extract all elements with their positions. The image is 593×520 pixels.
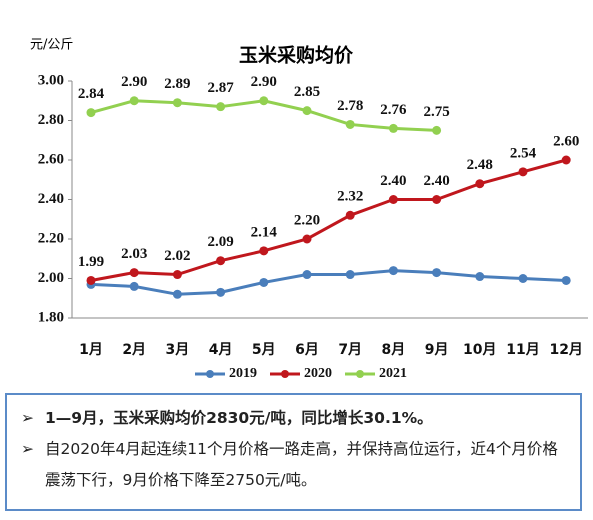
notes-box: ➢ 1—9月，玉米采购均价2830元/吨，同比增长30.1%。 ➢ 自2020年4月… bbox=[5, 393, 582, 511]
point bbox=[86, 108, 96, 118]
point bbox=[216, 256, 226, 266]
point bbox=[172, 289, 182, 299]
point bbox=[561, 155, 571, 165]
point bbox=[475, 179, 485, 189]
x-tick-label: 6月 bbox=[295, 342, 319, 358]
y-unit: 元/公斤 bbox=[30, 38, 73, 53]
data-label: 2.75 bbox=[423, 104, 449, 120]
data-label: 2.76 bbox=[380, 102, 407, 118]
point bbox=[302, 270, 312, 280]
series-line bbox=[90, 158, 567, 282]
point bbox=[432, 268, 442, 278]
x-tick-label: 5月 bbox=[252, 342, 276, 358]
data-label: 2.09 bbox=[207, 234, 233, 250]
data-label: 2.90 bbox=[251, 74, 277, 90]
x-tick-label: 9月 bbox=[425, 342, 449, 358]
data-label: 2.32 bbox=[337, 189, 363, 205]
legend-marker bbox=[206, 370, 214, 378]
point bbox=[129, 268, 139, 278]
point bbox=[388, 266, 398, 276]
point bbox=[518, 167, 528, 177]
x-tick-label: 10月 bbox=[463, 342, 496, 358]
y-tick-label: 2.20 bbox=[38, 230, 64, 246]
point bbox=[302, 106, 312, 116]
bullet: ➢ bbox=[21, 440, 34, 458]
point bbox=[345, 210, 355, 220]
legend-label: 2020 bbox=[304, 366, 332, 381]
point bbox=[216, 287, 226, 297]
data-label: 2.02 bbox=[164, 248, 190, 264]
data-label: 1.99 bbox=[78, 254, 104, 270]
data-label: 2.54 bbox=[510, 145, 537, 161]
note: ➢ 1—9月，玉米采购均价2830元/吨，同比增长30.1%。 bbox=[21, 403, 570, 434]
point bbox=[129, 96, 139, 106]
data-label: 2.20 bbox=[294, 212, 320, 228]
point bbox=[561, 275, 571, 285]
data-label: 2.14 bbox=[251, 224, 278, 240]
y-tick-label: 2.40 bbox=[38, 191, 64, 207]
y-tick-label: 2.80 bbox=[38, 112, 64, 128]
series-line bbox=[90, 269, 567, 296]
data-label: 2.87 bbox=[207, 80, 234, 96]
y-tick-label: 1.80 bbox=[38, 309, 64, 325]
y-tick-label: 3.00 bbox=[38, 72, 64, 88]
x-tick-label: 4月 bbox=[209, 342, 233, 358]
data-label: 2.60 bbox=[553, 133, 579, 149]
data-label: 2.89 bbox=[164, 76, 190, 92]
point bbox=[388, 195, 398, 204]
point bbox=[345, 119, 355, 129]
point bbox=[172, 98, 182, 108]
chart-title: 玉米采购均价 bbox=[239, 44, 354, 67]
data-label: 2.40 bbox=[423, 173, 449, 189]
x-tick-label: 1月 bbox=[79, 342, 103, 358]
legend-marker bbox=[356, 370, 364, 378]
point bbox=[302, 234, 312, 244]
x-tick-label: 8月 bbox=[382, 342, 406, 358]
x-tick-label: 3月 bbox=[166, 342, 190, 358]
data-label: 2.84 bbox=[78, 86, 105, 102]
point bbox=[129, 281, 139, 291]
data-label: 2.03 bbox=[121, 246, 147, 262]
point bbox=[432, 125, 442, 135]
point bbox=[388, 123, 398, 133]
point bbox=[86, 275, 96, 285]
y-tick-label: 2.60 bbox=[38, 151, 64, 167]
data-label: 2.78 bbox=[337, 98, 363, 114]
x-tick-label: 11月 bbox=[506, 342, 539, 358]
data-label: 2.90 bbox=[121, 74, 147, 90]
point bbox=[259, 246, 269, 256]
note: ➢ 自2020年4月起连续11个月价格一路走高，并保持高位运行，近4个月价格震荡下… bbox=[21, 434, 570, 496]
data-label: 2.85 bbox=[294, 84, 320, 100]
legend-marker bbox=[281, 370, 289, 378]
x-tick-label: 2月 bbox=[122, 342, 146, 358]
data-label: 2.48 bbox=[467, 157, 493, 173]
legend-label: 2019 bbox=[229, 366, 257, 381]
point bbox=[172, 270, 182, 280]
note-text: 1—9月，玉米采购均价2830元/吨，同比增长30.1%。 bbox=[45, 409, 433, 427]
chart: 玉米采购均价 元/公斤 1.80 2.00 2.20 2.40 2.60 2.80 3.00… bbox=[30, 38, 588, 381]
point bbox=[259, 96, 269, 106]
note-text: 自2020年4月起连续11个月价格一路走高，并保持高位运行，近4个月价格震荡下行… bbox=[45, 440, 558, 489]
point bbox=[475, 272, 485, 282]
x-tick-label: 12月 bbox=[549, 342, 582, 358]
point bbox=[216, 102, 226, 112]
legend-label: 2021 bbox=[379, 366, 407, 381]
point bbox=[432, 195, 442, 204]
x-tick-label: 7月 bbox=[338, 342, 362, 358]
point bbox=[345, 270, 355, 280]
bullet: ➢ bbox=[21, 409, 34, 427]
y-tick-label: 2.00 bbox=[38, 270, 64, 286]
data-label: 2.40 bbox=[380, 173, 406, 189]
point bbox=[259, 277, 269, 287]
point bbox=[518, 274, 528, 283]
